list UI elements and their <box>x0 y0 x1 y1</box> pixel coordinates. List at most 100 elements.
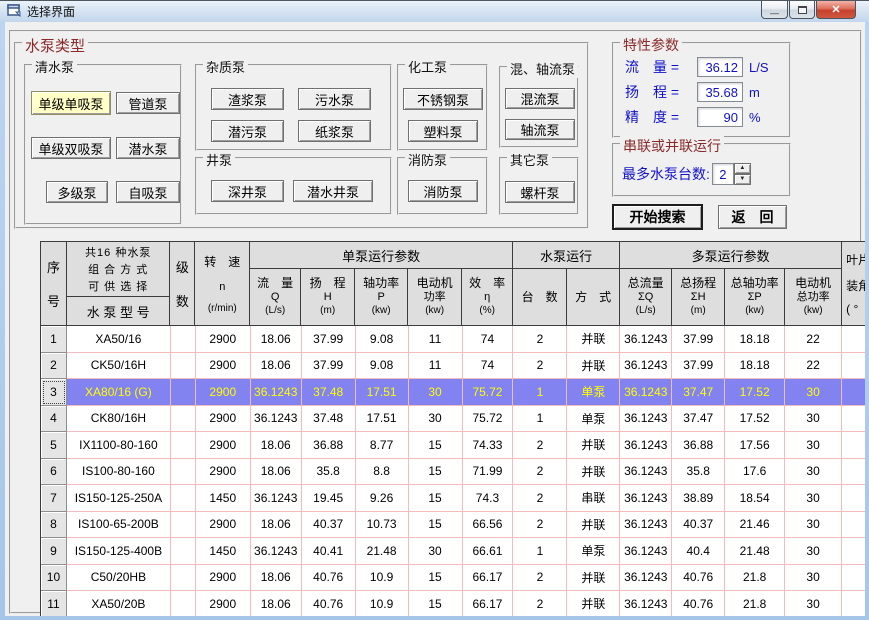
pump-button-slurry[interactable]: 渣浆泵 <box>211 88 284 110</box>
table-cell <box>170 564 196 591</box>
row-number-cell[interactable]: 9 <box>41 538 67 565</box>
client-area: 水泵类型 清水泵 单级单吸泵 管道泵 单级双吸泵 潜水泵 多级泵 自吸泵 杂质泵… <box>5 22 865 616</box>
group-label: 混、轴流泵 <box>507 59 579 78</box>
table-row[interactable]: 4 CK80/16H 2900 36.1243 37.48 17.51 30 75.72 1 单泵… <box>41 405 865 432</box>
table-cell: 37.99 <box>301 352 356 379</box>
row-number-cell[interactable]: 2 <box>41 352 67 379</box>
table-cell: XA80/16 (G) <box>66 379 171 406</box>
table-cell: 36.1243 <box>620 352 673 379</box>
table-row[interactable]: 7 IS150-125-250A 1450 36.1243 19.45 9.26 15 74.… <box>41 485 865 512</box>
table-cell: 17.6 <box>725 458 786 485</box>
row-number-cell[interactable]: 1 <box>41 326 67 353</box>
window-title: 选择界面 <box>27 5 76 19</box>
row-number-cell[interactable]: 6 <box>41 458 67 485</box>
table-cell: 36.1243 <box>620 432 673 459</box>
back-button[interactable]: 返 回 <box>718 205 787 229</box>
max-pump-count-input[interactable]: 2 <box>711 163 734 185</box>
pump-button-self-priming[interactable]: 自吸泵 <box>116 181 180 203</box>
pump-button-pulp[interactable]: 纸浆泵 <box>298 120 371 142</box>
table-cell: 30 <box>785 591 843 616</box>
table-cell <box>842 405 865 432</box>
group-chemical-pump: 化工泵 不锈钢泵 塑料泵 <box>397 57 488 151</box>
pump-button-screw[interactable]: 螺杆泵 <box>505 181 575 203</box>
group-label: 化工泵 <box>405 57 451 76</box>
series-parallel-groupbox: 串联或并联运行 最多水泵台数: 2 ▲ ▼ <box>612 136 791 197</box>
table-cell: 并联 <box>567 564 621 591</box>
table-row[interactable]: 3 XA80/16 (G) 2900 36.1243 37.48 17.51 30 75.72… <box>41 379 865 406</box>
pump-button-sewage[interactable]: 污水泵 <box>298 88 371 110</box>
row-number-cell[interactable]: 10 <box>41 564 67 591</box>
pump-button-submersible[interactable]: 潜水泵 <box>116 137 180 159</box>
maximize-button[interactable] <box>789 1 815 19</box>
table-cell <box>170 511 196 538</box>
spinner-up-button[interactable]: ▲ <box>733 163 751 174</box>
row-number-cell[interactable]: 3 <box>41 379 67 406</box>
pump-button-mixed-flow[interactable]: 混流泵 <box>505 88 575 109</box>
table-cell: 74.3 <box>462 485 514 512</box>
pump-button-axial-flow[interactable]: 轴流泵 <box>505 119 575 140</box>
maximize-icon <box>797 5 807 14</box>
table-cell: 36.1243 <box>620 405 673 432</box>
head-input[interactable]: 35.68 <box>697 82 743 102</box>
table-cell <box>842 379 865 406</box>
table-row[interactable]: 6 IS100-80-160 2900 18.06 35.8 8.8 15 71.99 2 并联 3… <box>41 458 865 485</box>
table-cell: 并联 <box>567 511 621 538</box>
table-cell: 36.1243 <box>620 326 673 353</box>
pump-button-single-stage-double-suction[interactable]: 单级双吸泵 <box>31 137 111 159</box>
table-cell: 2900 <box>195 511 251 538</box>
spinner-down-button[interactable]: ▼ <box>733 174 751 185</box>
pump-button-submersible-sewage[interactable]: 潜污泵 <box>211 120 284 142</box>
table-cell: 35.8 <box>301 458 356 485</box>
header-model-label: 水 泵 型 号 <box>86 304 150 320</box>
table-cell: 8.8 <box>355 458 409 485</box>
start-search-button[interactable]: 开始搜索 <box>612 204 703 230</box>
pump-button-fire[interactable]: 消防泵 <box>408 180 478 202</box>
table-cell: XA50/16 <box>66 326 171 353</box>
table-cell: 并联 <box>567 326 621 353</box>
table-cell: 15 <box>408 432 463 459</box>
table-cell: 10.9 <box>355 591 409 616</box>
table-cell: 66.17 <box>462 591 514 616</box>
table-cell: 18.06 <box>250 326 302 353</box>
table-cell: 36.1243 <box>620 511 673 538</box>
row-number-cell[interactable]: 4 <box>41 405 67 432</box>
table-cell <box>170 352 196 379</box>
pump-button-pipeline[interactable]: 管道泵 <box>116 92 180 114</box>
row-number-cell[interactable]: 5 <box>41 432 67 459</box>
table-cell <box>170 458 196 485</box>
table-cell: 21.8 <box>725 591 786 616</box>
table-row[interactable]: 5 IX1100-80-160 2900 18.06 36.88 8.77 15 74.33 2… <box>41 432 865 459</box>
table-cell: 并联 <box>567 432 621 459</box>
table-cell: 36.1243 <box>250 379 302 406</box>
table-cell <box>170 326 196 353</box>
table-cell <box>170 538 196 565</box>
close-button[interactable]: ✕ <box>816 1 856 19</box>
table-row[interactable]: 1 XA50/16 2900 18.06 37.99 9.08 11 74 2 并联 36.1243… <box>41 326 865 353</box>
table-row[interactable]: 10 C50/20HB 2900 18.06 40.76 10.9 15 66.17 2 并联 36… <box>41 564 865 591</box>
table-cell: 36.1243 <box>620 564 673 591</box>
pump-button-submersible-well[interactable]: 潜水井泵 <box>293 180 373 202</box>
table-cell: XA50/20B <box>66 591 171 616</box>
minimize-button[interactable]: — <box>761 1 788 19</box>
table-row[interactable]: 9 IS150-125-400B 1450 36.1243 40.41 21.48 30 66… <box>41 538 865 565</box>
table-cell: 18.06 <box>250 511 302 538</box>
precision-input[interactable]: 90 <box>697 107 743 127</box>
table-cell <box>842 591 865 616</box>
table-row[interactable]: 2 CK50/16H 2900 18.06 37.99 9.08 11 74 2 并联 36.124… <box>41 352 865 379</box>
flow-input[interactable]: 36.12 <box>697 57 743 77</box>
table-cell: 18.06 <box>250 591 302 616</box>
table-row[interactable]: 8 IS100-65-200B 2900 18.06 40.37 10.73 15 66.56… <box>41 511 865 538</box>
pump-button-plastic[interactable]: 塑料泵 <box>408 120 478 142</box>
flow-unit: L/S <box>749 59 769 75</box>
table-row[interactable]: 11 XA50/20B 2900 18.06 40.76 10.9 15 66.17 2 并联 36… <box>41 591 865 616</box>
table-cell: 75.72 <box>462 379 514 406</box>
row-number-cell[interactable]: 8 <box>41 511 67 538</box>
pump-button-multistage[interactable]: 多级泵 <box>46 181 108 203</box>
pump-button-single-stage-single-suction[interactable]: 单级单吸泵 <box>31 91 111 115</box>
max-pump-count-stepper: ▲ ▼ <box>733 163 751 185</box>
pump-button-deep-well[interactable]: 深井泵 <box>211 180 284 202</box>
row-number-cell[interactable]: 11 <box>41 591 67 616</box>
row-number-cell[interactable]: 7 <box>41 485 67 512</box>
pump-button-stainless-steel[interactable]: 不锈钢泵 <box>403 88 483 110</box>
table-cell: 2900 <box>195 379 251 406</box>
